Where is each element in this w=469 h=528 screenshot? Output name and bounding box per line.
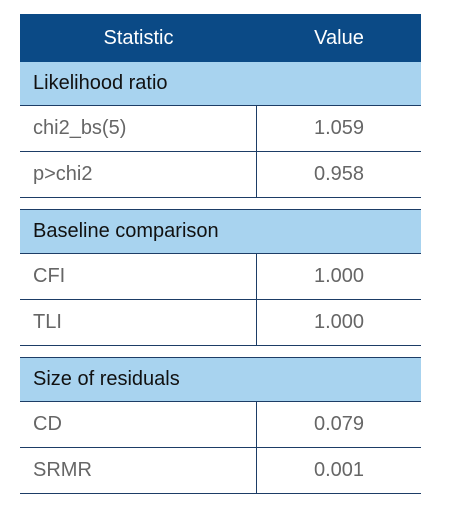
value-cell: 0.958	[313, 163, 365, 185]
value-cell: 0.079	[313, 413, 365, 435]
value-cell: 0.001	[313, 459, 365, 481]
statistic-cell: TLI	[20, 300, 257, 345]
statistic-cell: CFI	[20, 254, 257, 299]
section-gap	[20, 346, 421, 358]
column-header-statistic: Statistic	[103, 26, 174, 49]
table-row: CD 0.079	[20, 402, 421, 448]
table-row: SRMR 0.001	[20, 448, 421, 494]
column-header-value: Value	[314, 26, 364, 49]
section-title-baseline-comparison: Baseline comparison	[20, 210, 421, 254]
section-title-size-of-residuals: Size of residuals	[20, 358, 421, 402]
statistic-cell: SRMR	[20, 448, 257, 493]
value-cell: 1.000	[313, 265, 365, 287]
table-row: chi2_bs(5) 1.059	[20, 106, 421, 152]
statistic-cell: CD	[20, 402, 257, 447]
section-title-likelihood-ratio: Likelihood ratio	[20, 62, 421, 106]
table-header: Statistic Value	[20, 14, 421, 62]
section-gap	[20, 198, 421, 210]
table-row: CFI 1.000	[20, 254, 421, 300]
value-cell: 1.000	[313, 311, 365, 333]
table-row: p>chi2 0.958	[20, 152, 421, 198]
value-cell: 1.059	[313, 117, 365, 139]
statistic-cell: chi2_bs(5)	[20, 106, 257, 151]
table-row: TLI 1.000	[20, 300, 421, 346]
statistics-table: Statistic Value Likelihood ratio chi2_bs…	[20, 14, 421, 494]
statistic-cell: p>chi2	[20, 152, 257, 197]
